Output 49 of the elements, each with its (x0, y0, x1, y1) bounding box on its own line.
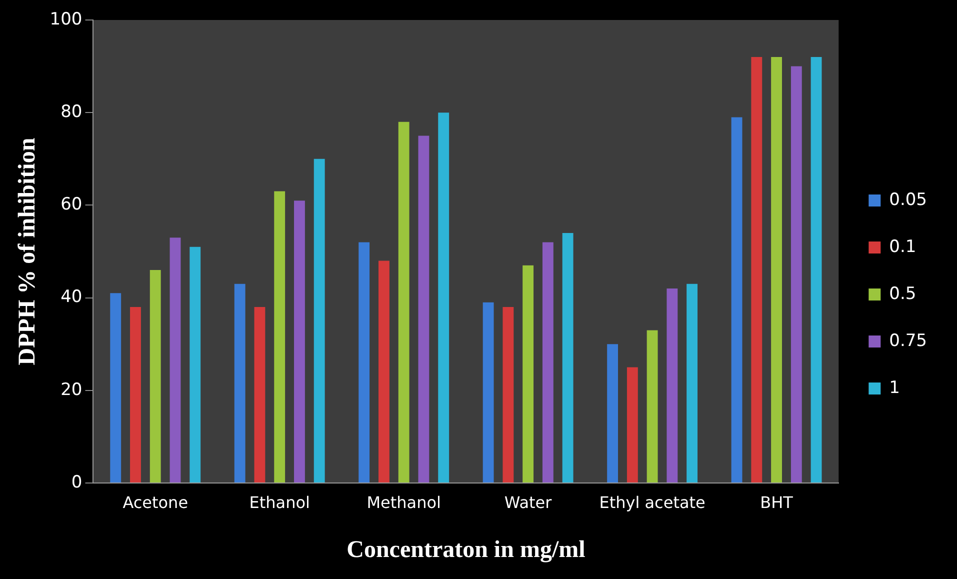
bar (170, 238, 181, 482)
bar (254, 307, 266, 482)
bar (358, 242, 370, 482)
x-tick-label: Water (504, 492, 552, 512)
y-tick-label: 40 (60, 287, 82, 308)
y-axis-title: DPPH % of inhibition (14, 138, 41, 366)
bar (626, 367, 638, 482)
bar (418, 136, 430, 482)
x-tick-label: Methanol (366, 492, 441, 512)
bar (771, 57, 782, 482)
x-tick-label: Ethanol (249, 492, 310, 512)
bar (646, 330, 658, 482)
bar (438, 112, 450, 482)
legend-label: 0.1 (889, 236, 916, 257)
bar (482, 302, 494, 482)
x-axis-title: Concentraton in mg/ml (346, 536, 586, 563)
y-tick-label: 80 (60, 102, 82, 122)
bar (502, 307, 514, 482)
bar (398, 122, 410, 482)
legend-label: 1 (889, 378, 900, 398)
x-tick-label: Ethyl acetate (599, 492, 706, 512)
bar (294, 200, 305, 482)
bar (666, 288, 678, 482)
bar (607, 344, 618, 482)
bar (190, 246, 201, 482)
x-tick-label: BHT (760, 492, 794, 512)
legend-label: 0.5 (889, 284, 916, 304)
bar (522, 265, 534, 482)
bar (378, 260, 390, 482)
bar (150, 270, 161, 482)
x-tick-label: Acetone (122, 492, 188, 512)
bar (810, 57, 822, 482)
bar (274, 191, 286, 482)
legend-label: 0.75 (889, 330, 928, 351)
bar (314, 158, 325, 482)
bar (110, 293, 122, 482)
y-tick-label: 0 (71, 472, 82, 492)
y-tick-label: 100 (50, 9, 82, 30)
y-tick-label: 20 (60, 380, 82, 400)
bar (562, 232, 574, 482)
bar (234, 284, 246, 482)
legend-label: 0.05 (889, 190, 928, 210)
bar (130, 307, 141, 482)
bar (731, 117, 742, 482)
bar (542, 242, 554, 482)
bar (686, 284, 698, 482)
y-tick-label: 60 (60, 194, 82, 215)
bar (790, 66, 802, 482)
bar (751, 57, 762, 482)
